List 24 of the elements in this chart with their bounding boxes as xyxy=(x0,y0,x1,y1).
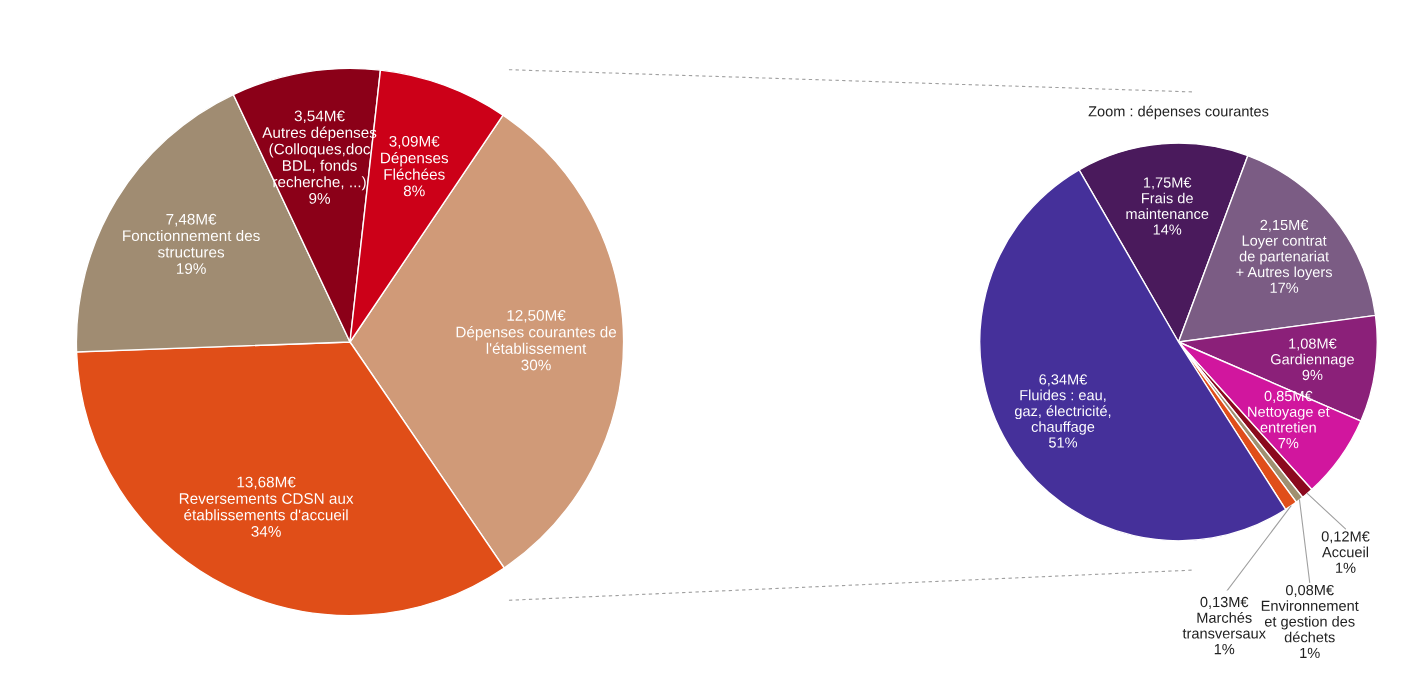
data-label: 12,50M€ xyxy=(507,309,566,323)
data-label: 2,15M€ xyxy=(1260,219,1309,232)
slice-label: Reversements CDSN aux établissements d'accueil 34% xyxy=(179,493,354,537)
data-label: 1,75M€ xyxy=(1143,177,1192,190)
data-label: 0,08M€ xyxy=(1285,584,1334,597)
data-label: 6,34M€ xyxy=(1039,374,1088,387)
data-label: 1,08M€ xyxy=(1289,338,1337,351)
slice-label: Marchés transversaux 1% xyxy=(1182,612,1266,655)
slice-label: Frais de maintenance 14% xyxy=(1126,192,1209,235)
data-label: 3,09M€ xyxy=(389,135,440,149)
slice-label: Nettoyage et entretien 7% xyxy=(1248,406,1330,449)
data-label: 7,48M€ xyxy=(166,213,217,227)
slice-label: Accueil 1% xyxy=(1322,546,1369,573)
slice-label: Gardiennage 9% xyxy=(1270,353,1354,381)
data-label: 0,13M€ xyxy=(1200,596,1249,609)
data-label: 0,12M€ xyxy=(1321,531,1370,544)
slice-label: Fonctionnement des structures 19% xyxy=(123,229,260,275)
slice-label: Dépenses Fléchées 8% xyxy=(381,151,449,197)
slice-label: Fluides : eau, gaz, électricité, chauffage 51% xyxy=(1014,389,1111,448)
slice-label: Loyer contrat de partenariat + Autres loyers 17% xyxy=(1236,235,1332,293)
slice-label: Dépenses courantes de l'établissement 30% xyxy=(456,326,617,371)
chart-title: Zoom : dépenses courantes xyxy=(1088,105,1269,120)
data-label: 13,68M€ xyxy=(237,476,296,490)
data-label: 3,54M€ xyxy=(294,110,345,124)
